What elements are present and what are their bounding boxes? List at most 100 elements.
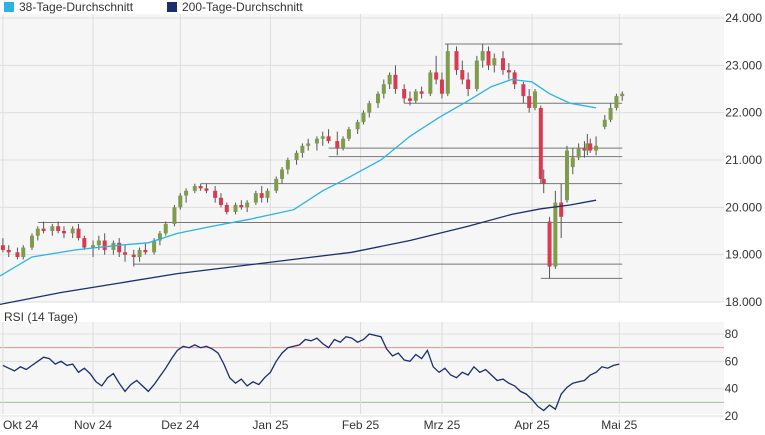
candle-up (445, 44, 450, 97)
candle-up (594, 136, 599, 156)
candle-body (594, 145, 599, 151)
candle-body (239, 204, 244, 208)
candle-body (614, 96, 619, 108)
candle-body (233, 204, 238, 213)
candle-down (0, 238, 5, 253)
candle-body (346, 129, 351, 139)
price-y-axis: 18.000 19.000 20.000 21.000 22.000 23.000 24.0… (725, 11, 762, 309)
rsi-y-tick-label: 20 (725, 409, 739, 423)
candle-down (419, 86, 424, 99)
x-tick-label: Okt 24 (3, 418, 39, 430)
candle-up (294, 150, 299, 165)
candle-body (335, 141, 340, 149)
candle-body (608, 107, 613, 120)
candle-down (582, 141, 587, 158)
candle-down (218, 193, 223, 208)
candle-up (233, 202, 238, 215)
candle-body (35, 228, 40, 236)
candle-body (192, 186, 197, 191)
candle-body (553, 202, 558, 267)
candle-up (245, 200, 250, 213)
candle-down (204, 183, 209, 194)
candle-body (15, 252, 20, 258)
candle-body (375, 93, 380, 104)
candle-body (413, 91, 418, 101)
price-y-tick-label: 23.000 (725, 58, 762, 72)
candle-up (192, 183, 197, 194)
candle-up (265, 188, 270, 203)
candle-body (361, 112, 366, 123)
candle-down (61, 226, 66, 239)
candle-down (102, 233, 107, 255)
candle-up (361, 110, 366, 125)
candle-body (454, 51, 459, 71)
rsi-y-tick-label: 60 (725, 354, 739, 368)
price-y-tick-label: 18.000 (725, 295, 762, 309)
ma200-line (0, 199, 597, 306)
candle-body (245, 202, 250, 208)
candle-up (620, 91, 625, 101)
candle-up (253, 190, 258, 205)
ma38-line (0, 78, 597, 277)
price-y-tick-label: 24.000 (725, 11, 762, 25)
candle-body (492, 58, 497, 66)
candle-body (56, 226, 61, 231)
candle-body (474, 60, 479, 89)
candle-body (402, 89, 407, 99)
candle-up (163, 221, 168, 236)
candle-body (184, 190, 189, 196)
candle-up (564, 145, 569, 203)
candle-body (602, 119, 607, 127)
candle-up (35, 226, 40, 241)
candle-up (553, 190, 558, 269)
candle-body (341, 138, 346, 149)
legend: 38-Tage-Durchschnitt 200-Tage-Durchschni… (4, 0, 303, 14)
candle-up (387, 72, 392, 89)
candle-up (184, 188, 189, 203)
rsi-title: RSI (14 Tage) (4, 310, 78, 324)
candle-body (300, 145, 305, 153)
candle-body (96, 240, 101, 246)
candle-up (70, 226, 75, 239)
candle-up (480, 44, 485, 68)
candle-body (137, 249, 142, 258)
candle-body (259, 193, 264, 198)
candle-up (585, 133, 590, 156)
candle-body (306, 143, 311, 146)
x-tick-label: Apr 25 (514, 418, 550, 430)
candle-body (428, 72, 433, 94)
candle-body (253, 193, 258, 203)
candle-down (407, 91, 412, 106)
candle-body (285, 160, 290, 170)
candle-body (82, 238, 87, 248)
candle-body (70, 228, 75, 234)
candle-up (355, 119, 360, 134)
legend-swatch-ma200 (167, 2, 177, 12)
candle-up (314, 136, 319, 151)
candle-body (123, 252, 128, 255)
candle-down (131, 249, 136, 267)
candle-body (326, 136, 331, 142)
candle-up (172, 204, 177, 227)
candle-down (466, 72, 471, 97)
candle-up (608, 103, 613, 123)
candle-body (320, 136, 325, 139)
candle-body (0, 245, 5, 250)
candle-down (454, 46, 459, 75)
candle-body (213, 190, 218, 198)
candle-body (570, 157, 575, 168)
candle-body (521, 84, 526, 97)
rsi-series (2, 333, 620, 412)
candle-down (486, 46, 491, 71)
candle-down (588, 138, 593, 153)
candle-down (527, 89, 532, 113)
candle-body (274, 178, 279, 191)
candle-down (56, 221, 61, 234)
candle-up (367, 100, 372, 118)
candle-body (29, 235, 34, 248)
price-plot-background (0, 14, 724, 302)
x-tick-label: Jan 25 (252, 418, 288, 430)
candle-body (419, 91, 424, 94)
x-axis: Okt 24 Nov 24 Dez 24 Jan 25 Feb 25 Mrz 25 Apr … (3, 418, 638, 432)
x-tick-label: Feb 25 (342, 418, 380, 430)
